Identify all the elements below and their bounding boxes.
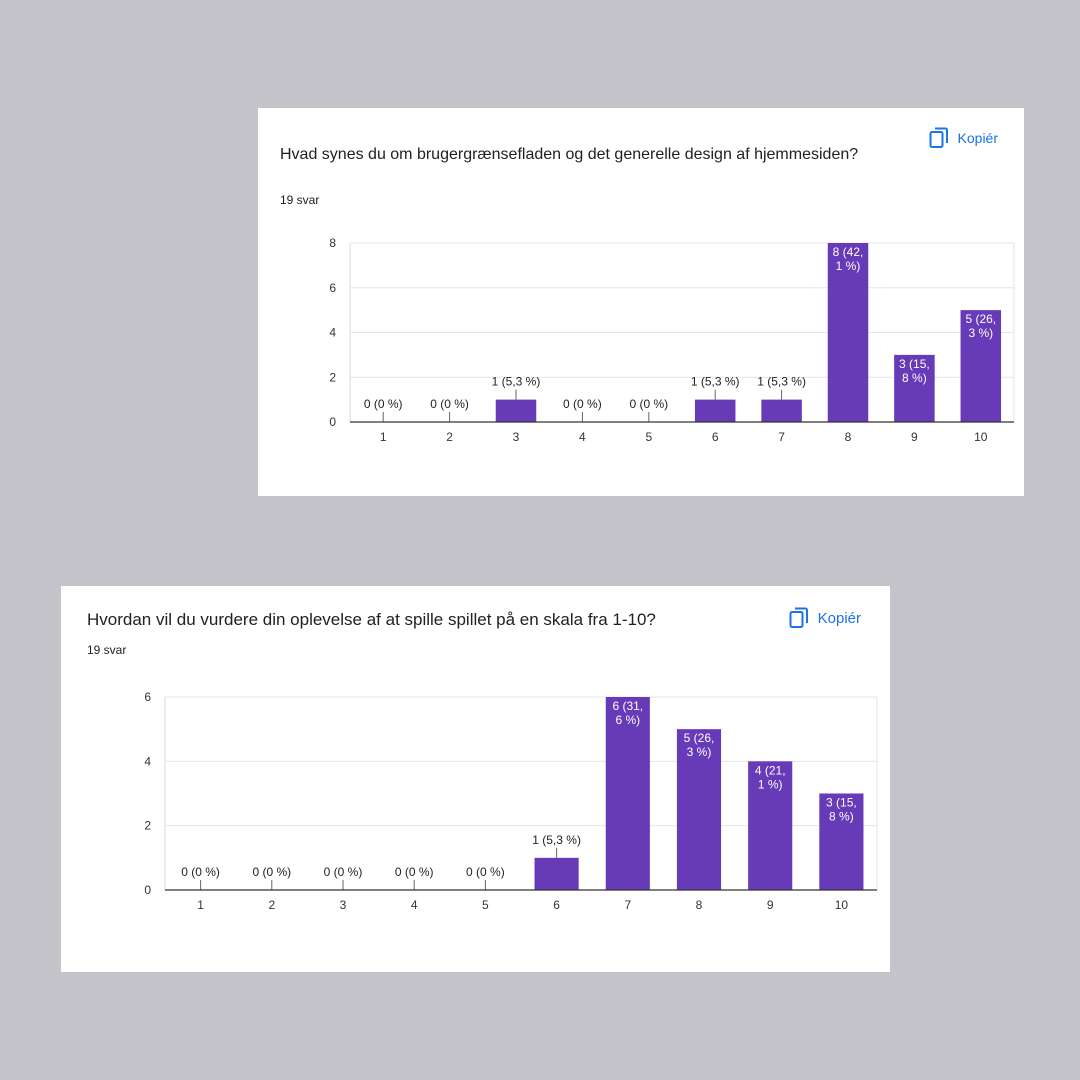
copy-button[interactable]: Kopiér <box>929 127 998 149</box>
x-tick-label: 7 <box>778 430 785 444</box>
data-label: 1 (5,3 %) <box>757 375 806 389</box>
question-title: Hvordan vil du vurdere din oplevelse af … <box>87 610 656 629</box>
y-tick-label: 4 <box>329 326 336 340</box>
y-tick-label: 0 <box>144 883 151 897</box>
data-label: 5 (26, 3 %) <box>684 731 715 759</box>
x-tick-label: 2 <box>446 430 453 444</box>
data-label: 0 (0 %) <box>430 397 469 411</box>
data-label: 3 (15, 8 %) <box>826 796 857 824</box>
copy-icon <box>929 127 949 149</box>
copy-icon <box>789 607 809 629</box>
data-label: 0 (0 %) <box>324 865 363 879</box>
data-label: 1 (5,3 %) <box>532 833 581 847</box>
copy-label: Kopiér <box>817 609 861 627</box>
y-tick-label: 2 <box>144 819 151 833</box>
data-label: 8 (42, 1 %) <box>833 245 864 273</box>
bar <box>495 399 537 422</box>
x-tick-label: 8 <box>845 430 852 444</box>
bar <box>960 310 1002 422</box>
x-tick-label: 5 <box>645 430 652 444</box>
bar <box>694 399 736 422</box>
bar-chart: 0 2 4 6 1 0 (0 %) 2 0 (0 %) 3 0 (0 %) 4 0 (0 %) 5 0 (… <box>144 690 878 912</box>
response-count: 19 svar <box>87 643 127 657</box>
y-tick-label: 8 <box>329 236 336 250</box>
data-label: 3 (15, 8 %) <box>899 357 930 385</box>
response-count: 19 svar <box>280 193 320 207</box>
x-tick-label: 3 <box>513 430 520 444</box>
data-label: 4 (21, 1 %) <box>755 763 786 791</box>
bar <box>676 729 722 890</box>
question-card-1: Hvad synes du om brugergrænsefladen og d… <box>258 108 1024 496</box>
bar <box>748 761 793 890</box>
x-tick-label: 7 <box>624 898 631 912</box>
y-tick-label: 0 <box>329 415 336 429</box>
y-tick-label: 4 <box>144 754 151 768</box>
question-title: Hvad synes du om brugergrænsefladen og d… <box>280 146 859 163</box>
bar <box>534 857 579 890</box>
y-tick-label: 2 <box>329 370 336 384</box>
copy-button[interactable]: Kopiér <box>789 607 861 629</box>
copy-label: Kopiér <box>957 130 998 146</box>
question-card-2: Hvordan vil du vurdere din oplevelse af … <box>61 586 890 972</box>
data-label: 0 (0 %) <box>466 865 505 879</box>
y-tick-label: 6 <box>144 690 151 704</box>
x-tick-label: 4 <box>579 430 586 444</box>
x-tick-label: 5 <box>482 898 489 912</box>
x-tick-label: 10 <box>835 898 849 912</box>
x-tick-label: 8 <box>696 898 703 912</box>
data-label: 1 (5,3 %) <box>492 375 541 389</box>
bar <box>819 793 864 890</box>
x-tick-label: 6 <box>712 430 719 444</box>
data-label: 0 (0 %) <box>629 397 668 411</box>
bar <box>605 697 650 890</box>
x-tick-label: 3 <box>340 898 347 912</box>
x-tick-label: 9 <box>911 430 918 444</box>
x-tick-label: 4 <box>411 898 418 912</box>
bar <box>761 399 802 422</box>
x-tick-label: 2 <box>268 898 275 912</box>
bar <box>827 243 869 422</box>
x-tick-label: 1 <box>197 898 204 912</box>
data-label: 0 (0 %) <box>364 397 403 411</box>
data-label: 0 (0 %) <box>252 865 291 879</box>
data-label: 0 (0 %) <box>563 397 602 411</box>
data-label: 6 (31, 6 %) <box>612 699 643 727</box>
data-label: 1 (5,3 %) <box>691 375 740 389</box>
y-tick-label: 6 <box>329 281 336 295</box>
x-tick-label: 10 <box>974 430 988 444</box>
data-label: 5 (26, 3 %) <box>965 312 996 340</box>
x-tick-label: 1 <box>380 430 387 444</box>
data-label: 0 (0 %) <box>395 865 434 879</box>
bar <box>894 354 935 422</box>
data-label: 0 (0 %) <box>181 865 220 879</box>
x-tick-label: 6 <box>553 898 560 912</box>
x-tick-label: 9 <box>767 898 774 912</box>
